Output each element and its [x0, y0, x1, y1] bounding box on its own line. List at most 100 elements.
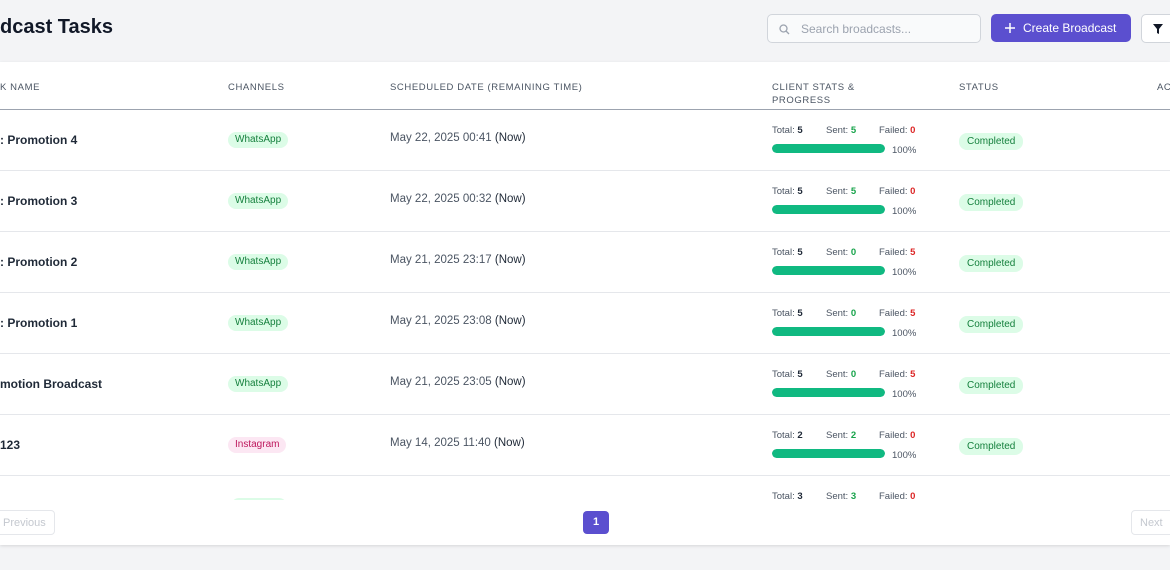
- progress-bar: [772, 205, 885, 214]
- progress-track: [772, 388, 885, 397]
- progress-track: [772, 449, 885, 458]
- stat-label: Sent:: [826, 125, 849, 136]
- stat-failed: Failed: 5: [879, 247, 915, 258]
- stat-sent: Sent: 5: [826, 186, 856, 197]
- date-text: May 21, 2025 23:08: [390, 315, 492, 327]
- remaining-time: (Now): [494, 437, 525, 449]
- progress-bar: [772, 266, 885, 275]
- date-text: May 21, 2025 23:17: [390, 254, 492, 266]
- stat-value: 2: [797, 430, 803, 441]
- stat-label: Failed:: [879, 491, 908, 500]
- remaining-time: (Now): [494, 132, 526, 144]
- task-name: : Promotion 3: [0, 194, 78, 208]
- progress-track: [772, 205, 885, 214]
- stat-total: Total: 5: [772, 186, 803, 197]
- progress-label: 100%: [892, 145, 917, 156]
- column-header: AC: [1157, 82, 1170, 93]
- task-name: 1: [0, 499, 7, 500]
- stat-label: Sent:: [826, 430, 849, 441]
- stat-total: Total: 5: [772, 125, 803, 136]
- previous-button[interactable]: Previous: [0, 510, 55, 535]
- search-input[interactable]: Search broadcasts...: [767, 14, 981, 43]
- status-pill: Completed: [959, 377, 1024, 394]
- create-label: Create Broadcast: [1023, 21, 1117, 35]
- column-header: CLIENT STATS & PROGRESS: [772, 82, 855, 106]
- progress-bar: [772, 327, 885, 336]
- progress-track: [772, 266, 885, 275]
- stat-label: Sent:: [826, 247, 849, 258]
- stat-value: 5: [797, 186, 803, 197]
- scheduled-date: May 14, 2025 11:40 (Now): [390, 437, 525, 449]
- progress-bar: [772, 449, 885, 458]
- plus-icon: [1005, 23, 1015, 33]
- table-row: : Promotion 1 WhatsApp May 21, 2025 23:08 …: [0, 293, 1170, 354]
- progress-bar: [772, 388, 885, 397]
- next-button[interactable]: Next: [1131, 510, 1170, 535]
- stat-sent: Sent: 0: [826, 369, 856, 380]
- stat-label: Failed:: [879, 125, 908, 136]
- page-button[interactable]: 1: [583, 511, 609, 534]
- stat-label: Sent:: [826, 369, 849, 380]
- scheduled-date: May 22, 2025 00:41 (Now): [390, 132, 526, 144]
- scheduled-date: May 21, 2025 23:08 (Now): [390, 315, 526, 327]
- scheduled-date: May 21, 2025 23:05 (Now): [390, 376, 526, 388]
- table-body: : Promotion 4 WhatsApp May 22, 2025 00:41 …: [0, 110, 1170, 500]
- stat-label: Failed:: [879, 308, 908, 319]
- progress-bar: [772, 144, 885, 153]
- table-panel: : Promotion 4 WhatsApp May 22, 2025 00:41 …: [0, 62, 1170, 545]
- stat-value: 5: [850, 125, 857, 136]
- stat-total: Total: 5: [772, 247, 803, 258]
- stat-value: 0: [910, 186, 916, 197]
- stat-failed: Failed: 0: [879, 430, 915, 441]
- stat-label: Total:: [772, 369, 795, 380]
- stat-label: Total:: [772, 186, 795, 197]
- column-header: SCHEDULED DATE (REMAINING TIME): [390, 82, 583, 93]
- stat-failed: Failed: 0: [879, 491, 915, 500]
- progress-label: 100%: [892, 206, 917, 217]
- table-row: : Promotion 2 WhatsApp May 21, 2025 23:17 …: [0, 232, 1170, 293]
- stat-value: 3: [797, 491, 803, 500]
- stat-failed: Failed: 5: [879, 369, 915, 380]
- channel-pill: WhatsApp: [228, 254, 289, 270]
- date-text: May 21, 2025 23:05: [390, 376, 492, 388]
- stat-value: 5: [850, 186, 857, 197]
- remaining-time: (Now): [494, 376, 526, 388]
- stat-value: 0: [850, 369, 857, 380]
- status-pill: Completed: [959, 133, 1024, 150]
- channel-pill: Instagram: [228, 437, 287, 453]
- filter-button[interactable]: [1141, 14, 1170, 43]
- column-header: K NAME: [0, 82, 41, 93]
- stat-value: 0: [910, 430, 916, 441]
- status-pill: Completed: [959, 255, 1024, 272]
- status-pill: Completed: [959, 194, 1024, 211]
- stat-label: Failed:: [879, 247, 908, 258]
- stat-failed: Failed: 5: [879, 308, 915, 319]
- create-button[interactable]: Create Broadcast: [991, 14, 1131, 42]
- search-icon: [779, 24, 790, 35]
- stat-failed: Failed: 0: [879, 186, 915, 197]
- page-title: dcast Tasks: [0, 16, 114, 38]
- progress-track: [772, 144, 885, 153]
- table-row: : Promotion 3 WhatsApp May 22, 2025 00:32 …: [0, 171, 1170, 232]
- search-placeholder: Search broadcasts...: [801, 22, 912, 36]
- column-header: CHANNELS: [228, 82, 285, 93]
- channel-pill: WhatsApp: [228, 193, 289, 209]
- stat-total: Total: 2: [772, 430, 803, 441]
- stat-value: 5: [797, 125, 803, 136]
- status-pill: Completed: [959, 438, 1024, 455]
- stat-value: 0: [850, 308, 857, 319]
- stat-sent: Sent: 5: [826, 125, 856, 136]
- progress-label: 100%: [892, 328, 917, 339]
- channel-pill: WhatsApp: [228, 376, 289, 392]
- task-name: : Promotion 1: [0, 316, 78, 330]
- stat-label: Failed:: [879, 430, 908, 441]
- stat-sent: Sent: 0: [826, 308, 856, 319]
- stat-value: 3: [850, 491, 857, 500]
- stat-value: 0: [910, 491, 916, 500]
- task-name: motion Broadcast: [0, 377, 103, 391]
- stat-value: 5: [910, 308, 916, 319]
- stat-label: Total:: [772, 491, 795, 500]
- date-text: May 14, 2025 11:40: [390, 437, 491, 449]
- stat-failed: Failed: 0: [879, 125, 915, 136]
